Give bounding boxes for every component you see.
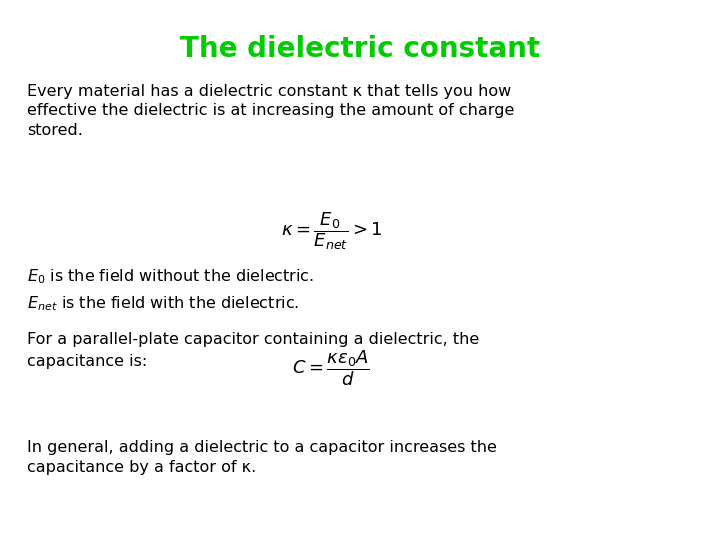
Text: In general, adding a dielectric to a capacitor increases the
capacitance by a fa: In general, adding a dielectric to a cap… — [27, 440, 498, 475]
Text: $E_{net}$ is the field with the dielectric.: $E_{net}$ is the field with the dielectr… — [27, 294, 300, 313]
Text: capacitance is:: capacitance is: — [27, 354, 148, 369]
Text: Every material has a dielectric constant κ that tells you how
effective the diel: Every material has a dielectric constant… — [27, 84, 515, 138]
Text: For a parallel-plate capacitor containing a dielectric, the: For a parallel-plate capacitor containin… — [27, 332, 480, 347]
Text: $\kappa = \dfrac{E_0}{E_{net}} > 1$: $\kappa = \dfrac{E_0}{E_{net}} > 1$ — [281, 211, 382, 252]
Text: $C = \dfrac{\kappa \varepsilon_0 A}{d}$: $C = \dfrac{\kappa \varepsilon_0 A}{d}$ — [292, 348, 370, 388]
Text: The dielectric constant: The dielectric constant — [180, 35, 540, 63]
Text: $E_0$ is the field without the dielectric.: $E_0$ is the field without the dielectri… — [27, 267, 315, 286]
